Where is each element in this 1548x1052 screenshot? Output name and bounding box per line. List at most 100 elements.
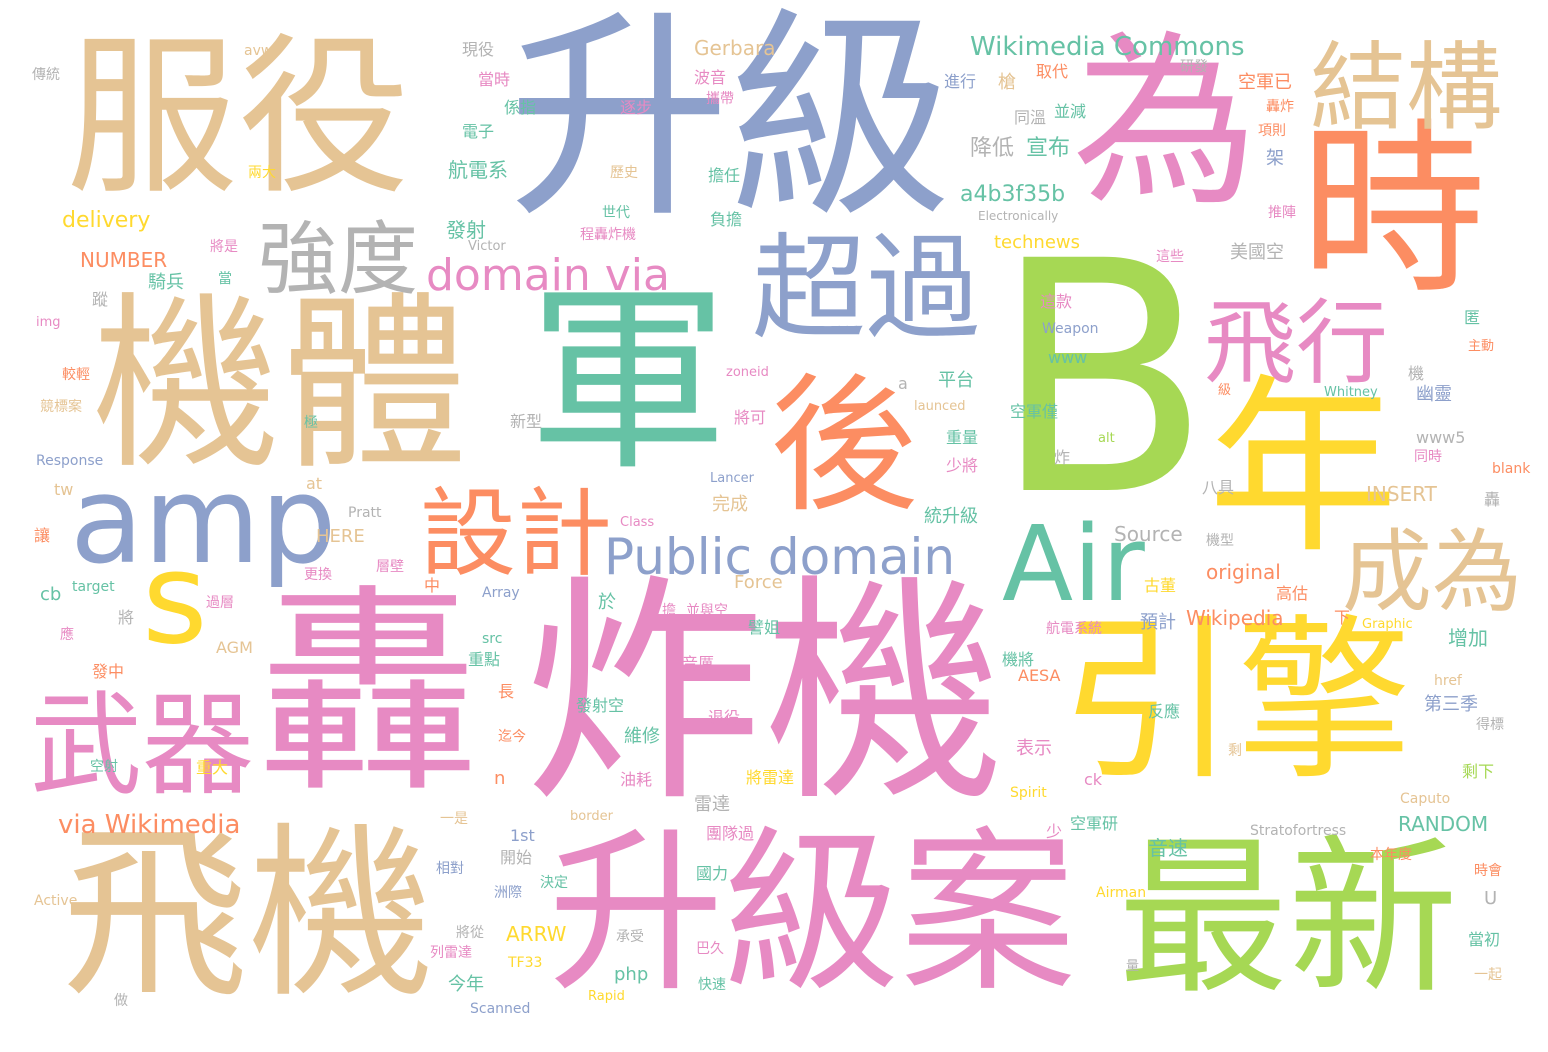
word: Rapid — [588, 989, 625, 1004]
word: 強度 — [258, 213, 418, 306]
word: 攜帶 — [706, 91, 734, 107]
word: 讓 — [34, 526, 51, 545]
word: 歷史 — [610, 165, 638, 181]
word: 將從 — [456, 925, 484, 941]
word: Air — [1002, 503, 1145, 625]
word: 為 — [1072, 14, 1259, 231]
word: 升級案 — [548, 811, 1077, 1016]
word: 古董 — [1144, 576, 1177, 595]
word: a4b3f35b — [960, 182, 1066, 207]
word: 程轟炸機 — [580, 227, 636, 243]
word: 重點 — [468, 650, 501, 669]
word: 幽靈 — [1416, 384, 1452, 405]
word: 中 — [424, 576, 441, 595]
word: 維修 — [624, 726, 660, 747]
word: 美國空 — [1230, 242, 1284, 263]
word: 相對 — [436, 861, 464, 877]
word: 降低 — [970, 136, 1015, 161]
word: zoneid — [726, 365, 769, 380]
word: 轟炸 — [1266, 99, 1294, 115]
word: 當時 — [478, 70, 511, 89]
word: img — [36, 315, 61, 330]
word: 宣布 — [1026, 136, 1071, 161]
word: 第三季 — [1424, 694, 1478, 715]
word: 重大 — [196, 758, 229, 777]
word: Array — [482, 585, 520, 601]
word: 結構 — [1310, 32, 1502, 144]
word: 音厲 — [682, 654, 715, 673]
word: 並與空 — [686, 603, 728, 619]
word: original — [1206, 560, 1281, 584]
word: 年 — [1208, 358, 1399, 579]
word: technews — [994, 232, 1081, 253]
word: Victor — [468, 239, 506, 254]
word: 少將 — [946, 456, 979, 475]
word: at — [306, 474, 323, 493]
word: Weapon — [1042, 321, 1099, 337]
word: 炸機 — [524, 554, 1005, 834]
word: 反應 — [1148, 702, 1181, 721]
word: 這些 — [1156, 249, 1184, 265]
word: Lancer — [710, 471, 754, 486]
word: 將 — [118, 608, 135, 627]
word: 油耗 — [620, 770, 653, 789]
word: Spirit — [1010, 785, 1047, 801]
word: 團隊過 — [706, 824, 755, 843]
word: 決定 — [540, 875, 568, 891]
word: 軍 — [528, 265, 729, 498]
word: 於 — [598, 592, 616, 613]
word: 雷達 — [694, 794, 730, 815]
word: Active — [34, 893, 78, 909]
word: 項則 — [1258, 123, 1286, 139]
word: Response — [36, 453, 104, 469]
word: 更換 — [304, 567, 332, 583]
word: 洲際 — [494, 885, 522, 901]
word: 本年度 — [1370, 847, 1412, 863]
word: Scanned — [470, 1001, 531, 1017]
word: 機型 — [1206, 533, 1234, 549]
word: 空軍已 — [1238, 72, 1292, 93]
word: 機將 — [1002, 650, 1035, 669]
word: 蹤 — [92, 290, 109, 309]
word: 快速 — [698, 977, 726, 993]
word: 取代 — [1036, 62, 1069, 81]
word: 完成 — [712, 494, 748, 515]
word: 空軍僅 — [1010, 402, 1059, 421]
word: Stratofortress — [1250, 823, 1347, 839]
word: AESA — [1018, 666, 1061, 685]
word: 發射空 — [576, 696, 625, 715]
word: 服役 — [66, 17, 410, 218]
word: 新型 — [510, 412, 543, 431]
word: 時 — [1300, 102, 1487, 319]
word: 最新 — [1118, 820, 1459, 1018]
word: Gerbara — [694, 36, 776, 60]
word: 騎兵 — [148, 272, 184, 293]
word: HERE — [316, 526, 365, 547]
word: 設計 — [420, 478, 612, 590]
word: 較輕 — [62, 367, 90, 383]
word: 空軍研 — [1070, 814, 1119, 833]
word: ARRW — [506, 922, 567, 946]
word: Class — [620, 515, 655, 530]
word: 波音 — [694, 68, 727, 87]
word: php — [614, 964, 649, 985]
word: a — [898, 374, 908, 393]
word: n — [494, 768, 506, 789]
word: launced — [914, 399, 966, 414]
word: s — [142, 525, 208, 672]
word: Airman — [1096, 885, 1147, 901]
word: 增加 — [1448, 626, 1488, 650]
word: 高估 — [1276, 584, 1309, 603]
word: domain via — [426, 250, 670, 301]
word: 時會 — [1474, 863, 1502, 879]
word: 機 — [1408, 364, 1425, 383]
word: ck — [1084, 770, 1103, 789]
word: 同溫 — [1014, 108, 1047, 127]
word: TF33 — [508, 955, 543, 971]
word: Source — [1114, 522, 1183, 546]
word: www5 — [1416, 428, 1466, 447]
word: border — [570, 809, 613, 824]
word: 開始 — [500, 848, 533, 867]
word: cb — [40, 584, 62, 605]
word: 飛行 — [1204, 290, 1389, 397]
